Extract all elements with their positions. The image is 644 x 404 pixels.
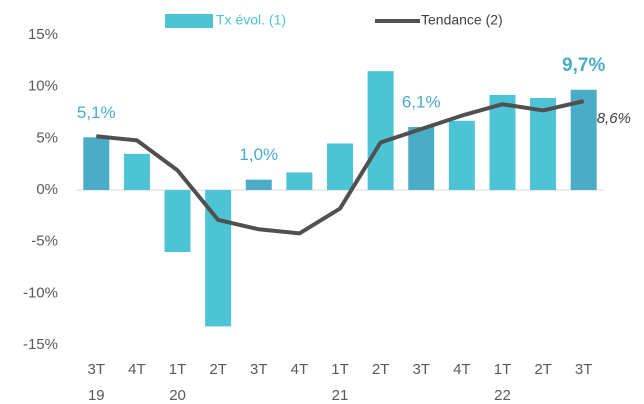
x-tick-label: 3T — [575, 361, 593, 378]
x-group-label: 21 — [332, 387, 349, 404]
x-tick-label: 2T — [209, 361, 227, 378]
bar — [205, 190, 232, 327]
trend-line — [96, 99, 585, 236]
data-label: 1,0% — [239, 145, 278, 164]
y-tick-label: -5% — [31, 233, 58, 250]
bar — [408, 126, 435, 190]
y-tick-label: 0% — [36, 181, 58, 198]
x-tick-label: 4T — [291, 361, 309, 378]
legend-label: Tx évol. (1) — [216, 12, 286, 28]
x-tick-label: 3T — [412, 361, 430, 378]
bar — [367, 71, 394, 190]
x-tick-label: 3T — [250, 361, 268, 378]
legend-swatch — [165, 14, 213, 28]
x-group-label: 22 — [494, 387, 511, 404]
data-label: 5,1% — [77, 103, 116, 122]
bar — [570, 89, 597, 190]
bar — [530, 98, 557, 190]
data-label: 8,6% — [597, 110, 631, 127]
bar — [83, 137, 110, 190]
x-tick-label: 1T — [169, 361, 187, 378]
bar — [245, 179, 272, 190]
data-label: 6,1% — [402, 92, 441, 111]
bar — [327, 143, 353, 190]
data-label: 9,7% — [562, 55, 605, 76]
x-group-label: 19 — [88, 387, 105, 404]
bar — [489, 94, 516, 190]
x-tick-label: 4T — [128, 361, 146, 378]
y-tick-label: -10% — [23, 284, 58, 301]
x-tick-label: 2T — [534, 361, 552, 378]
bar — [448, 120, 475, 190]
x-tick-label: 1T — [494, 361, 512, 378]
x-tick-label: 3T — [88, 361, 106, 378]
legend-label: Tendance (2) — [421, 12, 503, 28]
y-tick-label: 5% — [36, 129, 58, 146]
x-tick-label: 4T — [453, 361, 471, 378]
bar — [123, 153, 150, 190]
y-tick-label: 10% — [28, 78, 58, 95]
x-group-label: 20 — [169, 387, 186, 404]
x-tick-label: 2T — [372, 361, 390, 378]
y-tick-label: 15% — [28, 26, 58, 43]
y-tick-label: -15% — [23, 336, 58, 353]
x-tick-label: 1T — [331, 361, 349, 378]
bar — [164, 190, 191, 252]
bar — [286, 172, 313, 190]
